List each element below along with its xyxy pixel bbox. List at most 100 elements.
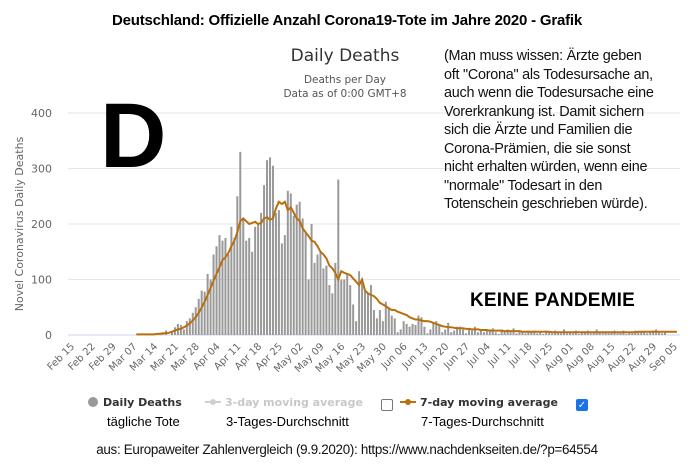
bar[interactable] — [203, 291, 206, 335]
bar[interactable] — [580, 332, 583, 335]
bar[interactable] — [601, 333, 604, 335]
bar[interactable] — [628, 332, 631, 335]
bar[interactable] — [542, 333, 545, 335]
bar[interactable] — [509, 332, 512, 335]
bar[interactable] — [355, 321, 358, 335]
bar[interactable] — [467, 328, 470, 335]
checkbox-7day[interactable]: ✓ — [576, 399, 588, 411]
bar[interactable] — [432, 322, 435, 335]
bar[interactable] — [230, 226, 233, 335]
bar[interactable] — [616, 333, 619, 335]
bar[interactable] — [527, 330, 530, 335]
bar[interactable] — [322, 268, 325, 335]
bar[interactable] — [352, 304, 355, 335]
bar[interactable] — [459, 326, 462, 335]
bar[interactable] — [367, 293, 369, 335]
bar[interactable] — [319, 251, 322, 335]
bar[interactable] — [589, 333, 592, 335]
bar[interactable] — [568, 332, 571, 335]
bar[interactable] — [503, 330, 506, 335]
bar[interactable] — [631, 333, 634, 335]
bar[interactable] — [248, 237, 251, 335]
bar[interactable] — [260, 212, 263, 335]
bar[interactable] — [369, 285, 372, 335]
bar[interactable] — [215, 246, 218, 335]
bar[interactable] — [637, 332, 640, 335]
bar[interactable] — [191, 312, 194, 335]
bar[interactable] — [479, 329, 482, 335]
bar[interactable] — [438, 325, 441, 335]
bar[interactable] — [453, 330, 456, 335]
bar[interactable] — [194, 307, 197, 335]
bar[interactable] — [364, 290, 367, 335]
bar[interactable] — [447, 322, 450, 335]
bar[interactable] — [209, 279, 212, 336]
bar[interactable] — [399, 329, 402, 335]
bar[interactable] — [266, 160, 269, 335]
bar[interactable] — [274, 212, 277, 335]
bar[interactable] — [188, 318, 191, 335]
bar[interactable] — [402, 321, 405, 335]
bar[interactable] — [233, 237, 236, 335]
bar[interactable] — [429, 329, 432, 335]
bar[interactable] — [548, 332, 551, 335]
bar[interactable] — [521, 332, 524, 335]
bar[interactable] — [551, 333, 554, 335]
bar[interactable] — [251, 251, 254, 335]
bar[interactable] — [485, 330, 488, 335]
bar[interactable] — [643, 332, 646, 335]
bar[interactable] — [304, 232, 307, 335]
bar[interactable] — [607, 333, 610, 335]
bar[interactable] — [227, 254, 230, 335]
bar[interactable] — [361, 279, 364, 336]
bar[interactable] — [411, 323, 414, 335]
bar[interactable] — [423, 326, 426, 335]
bar[interactable] — [530, 332, 533, 335]
bar[interactable] — [497, 333, 500, 335]
bar[interactable] — [473, 326, 476, 335]
bar[interactable] — [488, 329, 491, 335]
bar[interactable] — [162, 334, 165, 335]
bar[interactable] — [658, 332, 661, 335]
bar[interactable] — [372, 310, 375, 335]
bar[interactable] — [375, 318, 378, 335]
bar[interactable] — [295, 204, 298, 335]
bar[interactable] — [200, 290, 203, 335]
bar[interactable] — [652, 330, 655, 335]
bar[interactable] — [426, 333, 429, 335]
bar[interactable] — [343, 279, 346, 336]
bar[interactable] — [661, 333, 664, 335]
bar[interactable] — [182, 329, 185, 335]
bar[interactable] — [482, 332, 485, 335]
bar[interactable] — [254, 226, 257, 335]
bar[interactable] — [206, 273, 209, 335]
bar[interactable] — [325, 265, 328, 335]
bar[interactable] — [565, 333, 568, 335]
bar[interactable] — [646, 333, 649, 335]
bar[interactable] — [313, 262, 316, 335]
bar[interactable] — [307, 279, 310, 336]
bar[interactable] — [268, 157, 271, 335]
bar[interactable] — [263, 185, 266, 335]
bar[interactable] — [560, 333, 563, 335]
bar[interactable] — [283, 235, 286, 335]
bar[interactable] — [337, 179, 340, 335]
bar[interactable] — [506, 329, 509, 335]
bar[interactable] — [518, 330, 521, 335]
bar[interactable] — [197, 298, 200, 335]
bar[interactable] — [491, 328, 494, 335]
bar[interactable] — [271, 165, 274, 335]
bar[interactable] — [470, 330, 473, 335]
bar[interactable] — [417, 315, 420, 335]
bar[interactable] — [390, 315, 393, 335]
bar[interactable] — [393, 318, 396, 335]
bar[interactable] — [494, 332, 497, 335]
bar[interactable] — [405, 323, 408, 335]
bar[interactable] — [577, 333, 580, 335]
legend-daily-deaths[interactable]: Daily Deaths — [88, 396, 182, 409]
bar[interactable] — [358, 271, 361, 335]
bar[interactable] — [280, 243, 283, 335]
bar[interactable] — [328, 285, 331, 335]
bar[interactable] — [420, 317, 423, 335]
bar[interactable] — [289, 193, 292, 335]
